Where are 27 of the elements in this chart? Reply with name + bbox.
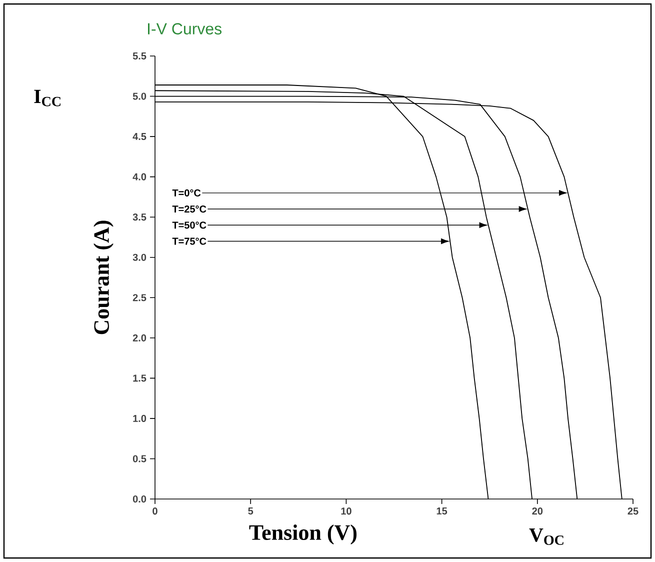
y-tick-label: 2.5 — [132, 294, 146, 302]
y-tick-label: 2.0 — [132, 334, 146, 342]
y-tick-label: 0.5 — [132, 455, 146, 462]
x-axis-title: Tension (V) — [249, 524, 357, 544]
x-tick-label: 0 — [152, 508, 158, 515]
text: V$_{OC}$ — [529, 528, 564, 545]
y-tick-label: 3.5 — [132, 214, 146, 221]
y-tick-label: 4.0 — [132, 173, 146, 180]
y-axis-title: Courant (A) — [94, 220, 114, 334]
annotation: T=50°C — [172, 222, 206, 229]
annotation: T=0°C — [172, 189, 201, 196]
x-tick-label: 20 — [532, 508, 543, 515]
y-tick-label: 1.5 — [133, 374, 146, 382]
annotation: T=75°C — [172, 238, 206, 245]
y-tick-label: 5.5 — [132, 52, 146, 60]
y-tick-label: 4.5 — [132, 133, 146, 140]
y-tick-label: 1.0 — [133, 414, 146, 422]
y-tick-label: 3.0 — [132, 254, 146, 261]
x-tick-label: 15 — [436, 508, 448, 515]
x-tick-label: 25 — [628, 508, 638, 515]
x-tick-label: 10 — [341, 508, 352, 515]
annotation: T=25°C — [172, 206, 206, 213]
y-tick-label: 5.0 — [132, 92, 146, 100]
x-tick-label: 5 — [248, 508, 254, 515]
text: I$_{CC}$ — [34, 90, 60, 106]
y-tick-label: 0.0 — [132, 495, 146, 503]
chart-title: I-V Curves — [148, 23, 222, 34]
